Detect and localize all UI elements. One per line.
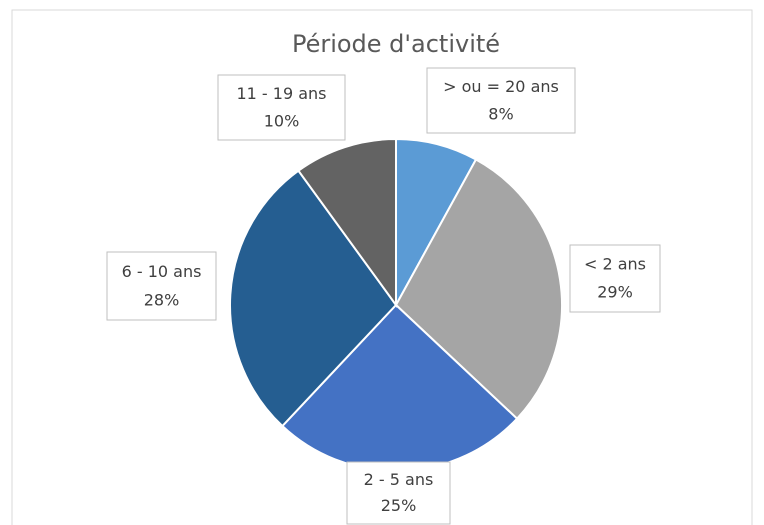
value-label: 28% — [144, 290, 180, 309]
pie-slice — [394, 158, 563, 421]
pie-slice — [297, 137, 397, 309]
chart-title: Période d'activité — [292, 30, 500, 58]
label-box — [106, 251, 217, 321]
value-label: 10% — [264, 111, 300, 130]
category-label: 6 - 10 ans — [122, 262, 202, 281]
value-label: 29% — [597, 283, 633, 302]
value-label: 8% — [488, 104, 513, 123]
label-box — [346, 461, 451, 525]
value-label: 25% — [381, 496, 417, 515]
category-label: 2 - 5 ans — [364, 470, 434, 489]
category-label: > ou = 20 ans — [443, 77, 559, 96]
label-box — [426, 67, 576, 134]
pie-slice — [229, 169, 398, 428]
category-label: < 2 ans — [584, 255, 646, 274]
label-box — [217, 74, 346, 141]
category-label: 11 - 19 ans — [236, 84, 326, 103]
label-box — [569, 244, 661, 313]
